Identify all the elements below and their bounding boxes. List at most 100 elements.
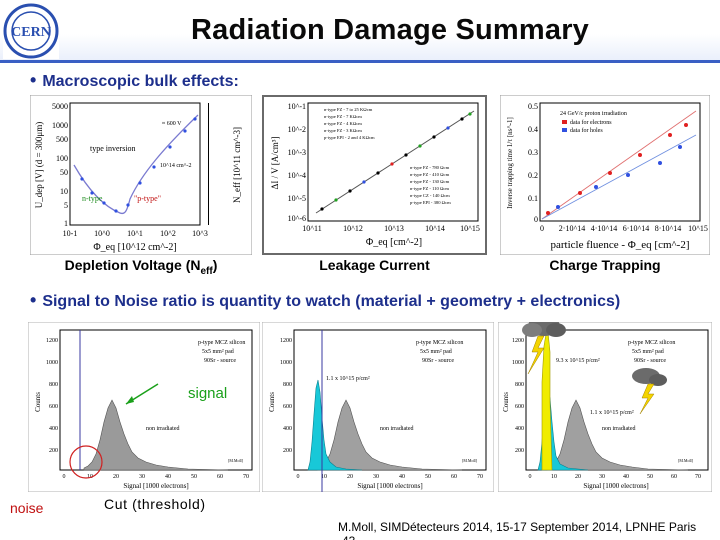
hist2-ytick: 800 — [283, 382, 292, 388]
leakage-legend-item: n-type FZ - 4 KΩcm — [324, 121, 362, 126]
caption-depletion-close: ) — [212, 257, 218, 273]
leakage-current-plot: 10^-1 10^-2 10^-3 10^-4 10^-5 10^-6 10^1… — [262, 95, 487, 255]
title-bar — [0, 0, 720, 62]
hist3-xlabel: Signal [1000 electrons] — [583, 482, 648, 490]
hist3-legend-line: 90Sr - source — [634, 358, 666, 364]
leakage-legend-item: n-type FZ - 130 Ωcm — [410, 179, 450, 184]
hist2-fluence-label: 1.1 x 10^15 p/cm² — [326, 376, 370, 382]
hist2-xtick: 10 — [321, 474, 327, 480]
hist1-legend-line: 5x5 mm² pad — [202, 349, 234, 355]
trapping-xtick: 4·10^14 — [591, 224, 617, 233]
depletion-ytick: 5000 — [52, 102, 68, 111]
noise-circle — [69, 445, 103, 479]
histogram-non-irradiated: 1200 1000 800 600 400 200 0 10 20 30 40 … — [27, 321, 261, 493]
caption-leakage: Leakage Current — [319, 257, 430, 273]
hist3-grey-histogram — [547, 399, 689, 471]
depletion-label-600v: ≈ 600 V — [162, 121, 182, 127]
hist3-xtick: 70 — [695, 474, 701, 480]
hist1-ytick: 1200 — [46, 338, 58, 344]
hist2-badge: [M.Moll] — [462, 458, 478, 463]
leakage-legend-item: n-type FZ - 110 Ωcm — [410, 186, 449, 191]
bullet-dot-icon: • — [30, 70, 37, 90]
leakage-ytick: 10^-2 — [288, 125, 306, 134]
depletion-xtick: 10-1 — [63, 229, 78, 238]
trapping-ytick: 0.2 — [528, 171, 538, 180]
depletion-voltage-plot: 5000 1000 500 100 50 10 5 1 10-1 10^0 10… — [29, 94, 253, 256]
hist3-ytick: 600 — [515, 404, 524, 410]
hist2-ytick: 400 — [283, 426, 292, 432]
trapping-xtick: 2·10^14 — [559, 224, 585, 233]
hist3-ytick: 1200 — [512, 338, 524, 344]
hist1-ylabel: Counts — [34, 392, 42, 412]
leakage-ytick: 10^-1 — [288, 102, 306, 111]
hist3-legend-line: 5x5 mm² pad — [632, 349, 664, 355]
hist3-legend-line: p-type MCZ silicon — [628, 340, 675, 346]
hist2-xtick: 60 — [451, 474, 457, 480]
depletion-xtick: 10^1 — [127, 229, 143, 238]
bullet-bulk-effects-text: Macroscopic bulk effects: — [42, 73, 239, 90]
depletion-ylabel2: N_eff [10^11 cm^-3] — [232, 127, 242, 203]
depletion-label-fluence: 10^14 cm^-2 — [160, 163, 191, 169]
hist1-xtick: 0 — [63, 474, 66, 480]
trapping-points — [546, 123, 688, 215]
trapping-xtick: 6·10^14 — [623, 224, 649, 233]
hist1-xtick: 40 — [165, 474, 171, 480]
hist3-xtick: 60 — [671, 474, 677, 480]
hist1-xtick: 60 — [217, 474, 223, 480]
hist3-ytick: 400 — [515, 426, 524, 432]
hist1-ytick: 800 — [49, 382, 58, 388]
signal-arrowhead — [126, 396, 134, 404]
hist3-non-irradiated-label: non irradiated — [602, 426, 636, 432]
hist3-fluence-label-2: 9.3 x 10^15 p/cm² — [556, 358, 600, 364]
hist2-grey-histogram — [317, 399, 463, 471]
trapping-xlabel: particle fluence - Φ_eq [cm^-2] — [550, 239, 689, 251]
leakage-legend-item: n-type FZ - 3 KΩcm — [324, 128, 362, 133]
depletion-xtick: 10^2 — [160, 229, 176, 238]
depletion-label-n-type: n-type — [82, 194, 103, 203]
leakage-xtick: 10^15 — [460, 224, 480, 233]
hist1-xtick: 30 — [139, 474, 145, 480]
trapping-ytick: 0.4 — [528, 125, 538, 134]
hist2-xtick: 20 — [347, 474, 353, 480]
leakage-legend-item: p-type EPI - 2 and 4 KΩcm — [324, 135, 375, 140]
trapping-xtick: 10^15 — [688, 224, 708, 233]
hist3-xtick: 50 — [647, 474, 653, 480]
depletion-ytick: 5 — [64, 201, 68, 210]
leakage-legend-item: n-type FZ - 7 to 25 KΩcm — [324, 107, 373, 112]
hist3-badge: [M.Moll] — [678, 458, 694, 463]
hist1-ytick: 400 — [49, 426, 58, 432]
hist2-xtick: 50 — [425, 474, 431, 480]
trapping-xtick: 0 — [540, 224, 544, 233]
leakage-legend-item: n-type FZ - 410 Ωcm — [410, 172, 450, 177]
hist3-fluence-label-1: 1.1 x 10^15 p/cm² — [590, 410, 634, 416]
leakage-legend-item: n-type FZ - 7 KΩcm — [324, 114, 362, 119]
hist1-xlabel: Signal [1000 electrons] — [123, 482, 188, 490]
footer-citation: M.Moll, SIMDétecteurs 2014, 15-17 Septem… — [338, 520, 697, 540]
noise-label: noise — [10, 500, 44, 516]
trapping-legend-electrons: data for electrons — [570, 119, 612, 126]
cern-logo-text: CERN — [11, 25, 51, 40]
trapping-legend-holes-marker — [562, 128, 567, 132]
hist3-ytick: 200 — [515, 448, 524, 454]
caption-depletion-sub: eff — [200, 265, 213, 277]
hist2-xtick: 30 — [373, 474, 379, 480]
hist2-ytick: 600 — [283, 404, 292, 410]
charge-trapping-plot: 0.5 0.4 0.3 0.2 0.1 0 0 2·10^14 4·10^14 … — [499, 94, 711, 256]
hist2-legend-line: 90Sr - source — [422, 358, 454, 364]
hist2-ytick: 1200 — [280, 338, 292, 344]
title-rule — [0, 60, 720, 63]
caption-depletion-text: Depletion Voltage (N — [64, 257, 201, 273]
leakage-legend-item: p-type EPI - 380 Ωcm — [410, 200, 451, 205]
leakage-xtick: 10^13 — [384, 224, 404, 233]
trapping-ytick: 0.5 — [528, 102, 538, 111]
leakage-legend-item: n-type FZ - 780 Ωcm — [410, 165, 450, 170]
trapping-ytick: 0 — [534, 215, 538, 224]
bullet-dot-icon: • — [30, 290, 37, 310]
hist2-legend-line: 5x5 mm² pad — [420, 349, 452, 355]
trapping-legend-holes: data for holes — [570, 127, 603, 134]
depletion-ytick: 500 — [56, 135, 68, 144]
leakage-legend-item: n-type CZ - 140 Ωcm — [410, 193, 450, 198]
leakage-ylabel: ΔI / V [A/cm³] — [270, 137, 280, 190]
hist2-xtick: 40 — [399, 474, 405, 480]
hist3-xtick: 40 — [623, 474, 629, 480]
